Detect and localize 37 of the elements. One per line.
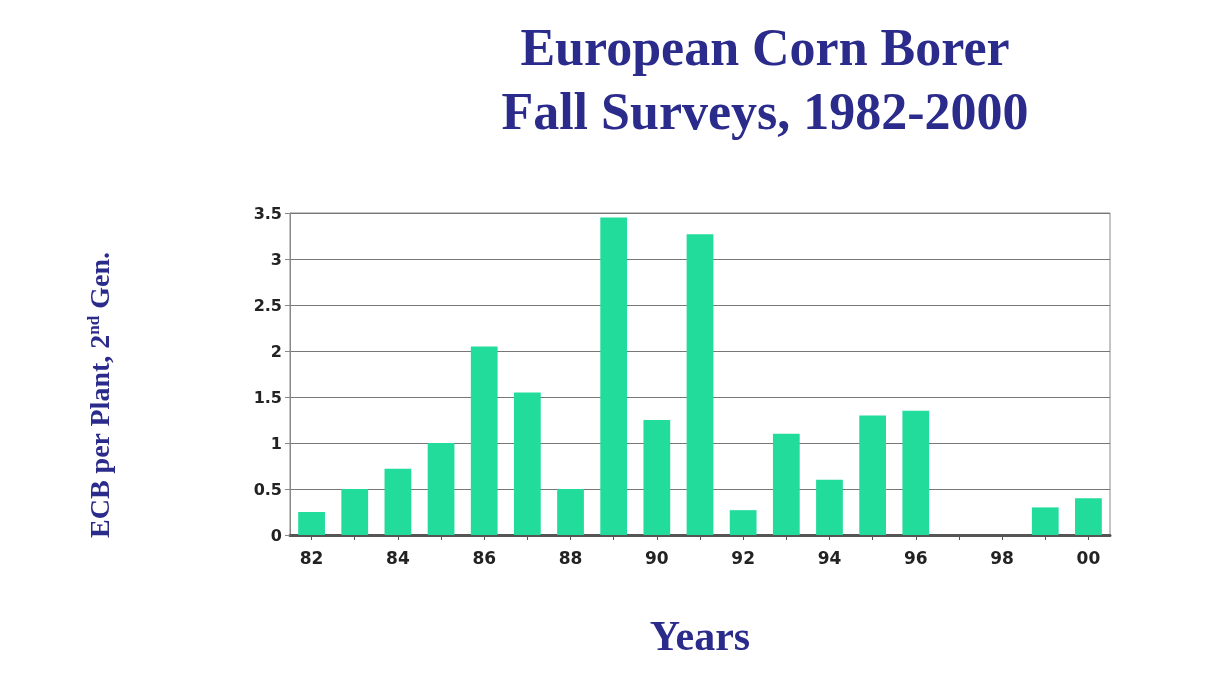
- bar: [427, 443, 455, 535]
- bar: [384, 468, 412, 535]
- bar: [513, 392, 541, 535]
- x-tick-label: 94: [817, 547, 842, 568]
- bar: [557, 489, 584, 535]
- x-tick-label: 88: [558, 547, 583, 568]
- y-tick-label: 2: [270, 341, 282, 361]
- y-tick-label: 3: [270, 249, 282, 269]
- y-tick-label: 0: [270, 525, 282, 545]
- y-tick-label: 1: [270, 433, 282, 453]
- bar: [298, 512, 325, 535]
- chart-title: European Corn Borer Fall Surveys, 1982-2000: [501, 18, 1029, 140]
- y-tick-label: 0.5: [253, 479, 282, 499]
- y-tick-label: 1.5: [253, 387, 282, 407]
- bar: [686, 234, 714, 535]
- bar: [600, 217, 628, 535]
- x-axis-title: Years: [649, 613, 751, 659]
- x-tick-label: 84: [386, 547, 410, 568]
- bar: [816, 479, 843, 535]
- bar: [729, 510, 757, 535]
- x-tick-label: 96: [903, 547, 928, 568]
- bar: [772, 433, 800, 535]
- x-tick-label: 00: [1076, 547, 1101, 568]
- bar: [902, 410, 930, 535]
- bar: [643, 420, 671, 535]
- bar: [470, 346, 498, 535]
- x-tick-label: 98: [990, 547, 1014, 568]
- y-tick-label: 2.5: [253, 295, 282, 315]
- x-tick-label: 86: [472, 547, 497, 568]
- bar: [341, 489, 369, 535]
- x-tick-label: 90: [645, 547, 669, 568]
- bar: [1031, 507, 1059, 535]
- y-tick-label: 3.5: [253, 203, 282, 223]
- bar: [1075, 498, 1102, 535]
- bar: [859, 415, 887, 535]
- x-tick-label: 82: [299, 547, 324, 568]
- x-tick-label: 92: [731, 547, 755, 568]
